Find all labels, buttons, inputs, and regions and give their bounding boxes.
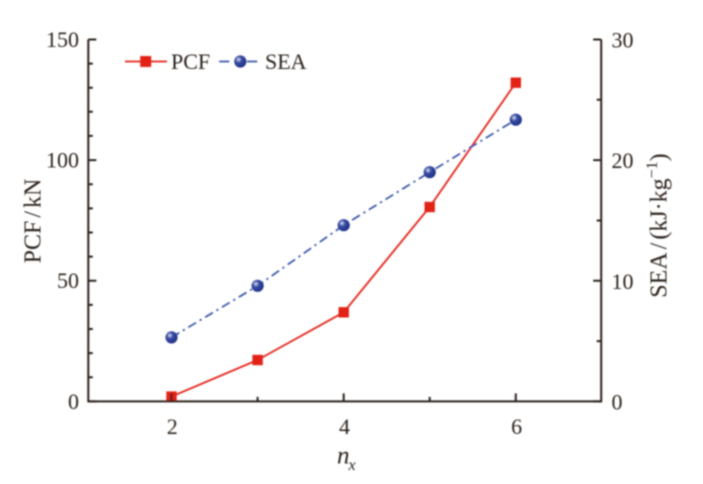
svg-text:20: 20 [612,148,634,173]
svg-text:0: 0 [68,389,79,414]
svg-text:PCF: PCF [171,49,210,74]
svg-text:0: 0 [612,390,623,415]
svg-text:6: 6 [511,414,522,439]
svg-text:x: x [348,457,356,474]
svg-text:2: 2 [167,414,178,439]
svg-text:PCF/kN: PCF/kN [21,179,47,264]
svg-text:SEA: SEA [265,49,307,74]
svg-text:150: 150 [46,27,79,52]
svg-text:100: 100 [46,148,79,173]
svg-text:50: 50 [57,268,79,293]
svg-text:10: 10 [612,269,634,294]
svg-text:n: n [337,443,350,470]
svg-text:30: 30 [612,28,634,53]
svg-text:4: 4 [339,414,350,439]
